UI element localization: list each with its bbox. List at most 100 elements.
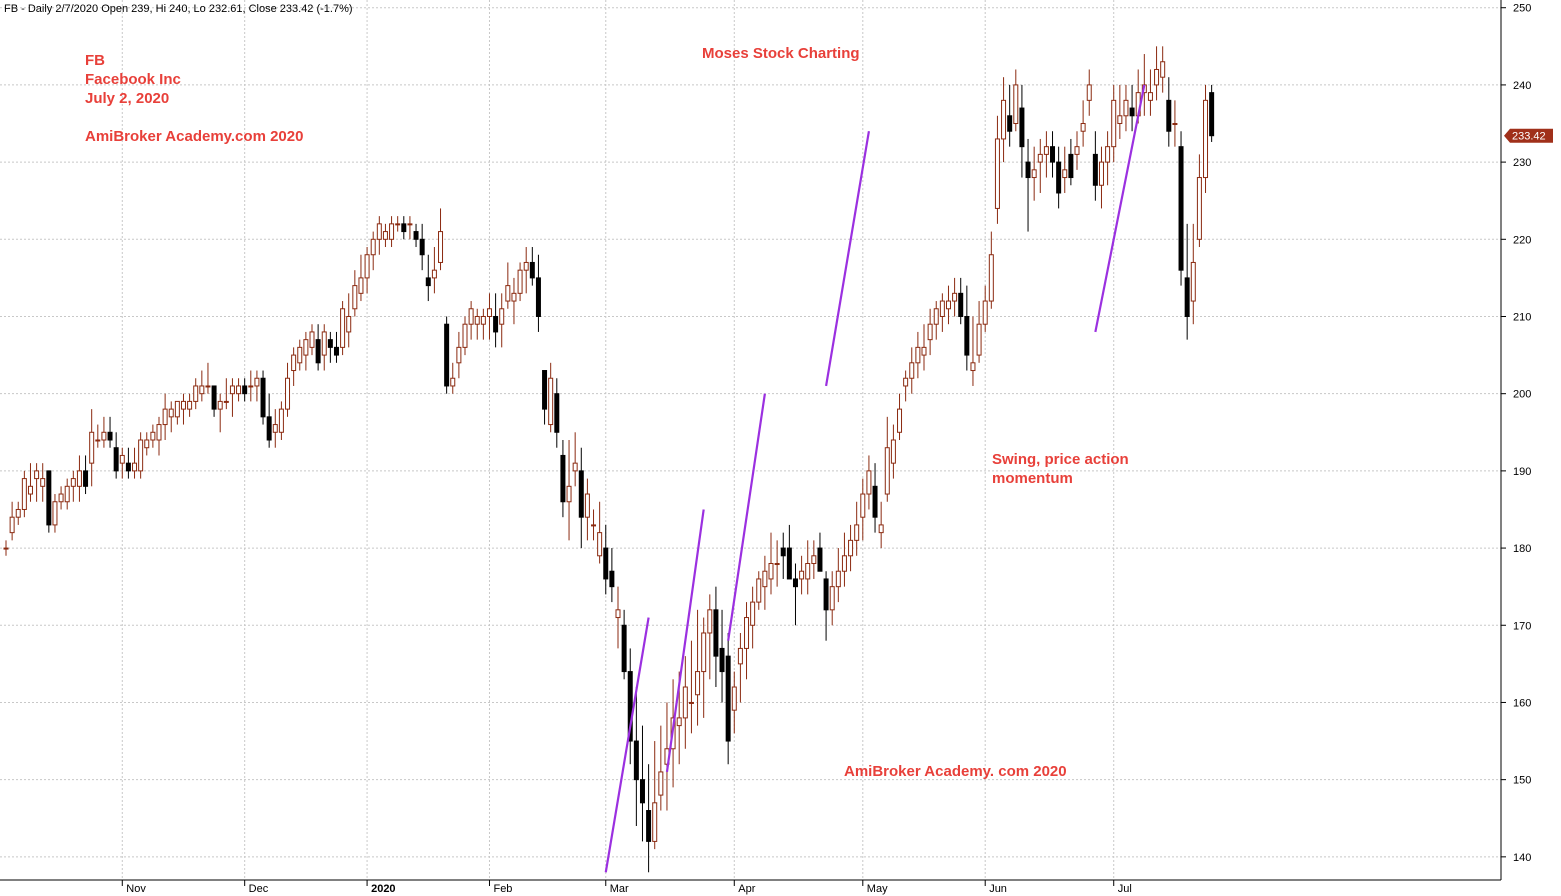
candle <box>40 463 46 502</box>
candle-body <box>878 524 884 534</box>
candle-body <box>364 254 370 279</box>
x-tick-label: May <box>867 883 888 895</box>
candle-body <box>76 470 82 487</box>
annotation-site-bottom: AmiBroker Academy. com 2020 <box>844 763 1067 780</box>
candle <box>499 293 505 348</box>
x-tick-label: Jul <box>1118 883 1132 895</box>
candle-body <box>884 447 890 495</box>
candle <box>193 378 199 410</box>
candle-body <box>413 231 419 240</box>
candle <box>327 331 333 363</box>
annotation-date: July 2, 2020 <box>85 90 169 107</box>
candle-body <box>168 408 174 418</box>
candle-body <box>333 346 339 356</box>
candle <box>150 424 156 448</box>
candle <box>903 370 909 402</box>
candle <box>34 463 40 502</box>
candle-body <box>431 269 437 279</box>
candle <box>389 216 395 248</box>
candle <box>597 501 603 564</box>
candle <box>1013 69 1019 132</box>
candle <box>462 316 468 356</box>
candle-body <box>517 269 523 294</box>
candle <box>811 540 817 579</box>
candle-body <box>89 431 95 464</box>
candle <box>780 532 786 579</box>
candle-body <box>750 601 756 626</box>
candle-body <box>958 292 964 317</box>
candle-body <box>358 277 364 294</box>
candle <box>1074 131 1080 170</box>
candle-body <box>1098 161 1104 186</box>
candle <box>236 378 242 402</box>
candle <box>1050 131 1056 178</box>
candle <box>401 216 407 240</box>
candle-body <box>701 632 707 673</box>
candle <box>970 316 976 386</box>
candle <box>119 447 125 479</box>
candle <box>750 586 756 649</box>
candle <box>1086 69 1092 116</box>
candle <box>1160 46 1166 93</box>
candle-body <box>1050 146 1056 163</box>
candle <box>156 416 162 456</box>
candle <box>438 208 444 271</box>
candle <box>229 378 235 417</box>
candle <box>945 285 951 325</box>
candle-body <box>52 501 58 526</box>
candle <box>58 486 64 510</box>
candle-body <box>248 385 254 388</box>
candle-body <box>658 771 664 796</box>
candle-body <box>854 524 860 541</box>
candle-body <box>193 385 199 402</box>
candle-body <box>187 400 193 410</box>
candle <box>486 293 492 340</box>
candle-body <box>27 485 33 495</box>
candle-body <box>1001 99 1007 140</box>
candle-body <box>542 370 548 410</box>
candle-body <box>401 223 407 233</box>
candle-body <box>591 524 597 527</box>
candle-body <box>242 385 248 395</box>
candle-body <box>425 277 431 287</box>
candle-body <box>1062 169 1068 179</box>
candle <box>278 401 284 440</box>
candle-body <box>174 400 180 418</box>
candle-body <box>945 300 951 310</box>
candle <box>572 432 578 487</box>
candle-body <box>848 539 854 557</box>
candle-body <box>205 385 211 388</box>
candle <box>76 455 82 502</box>
candle-body <box>554 393 560 433</box>
candle <box>878 501 884 549</box>
candle <box>1007 84 1013 147</box>
x-tick-label: Jun <box>989 883 1007 895</box>
candle-body <box>903 377 909 387</box>
candle <box>211 385 217 417</box>
candle <box>799 555 805 595</box>
candle-body <box>64 485 70 503</box>
candle <box>333 331 339 363</box>
trendlines <box>604 84 1146 873</box>
y-tick-label: 240 <box>1513 80 1531 92</box>
candle <box>890 424 896 479</box>
last-price-badge <box>1504 128 1553 143</box>
candle <box>725 632 731 765</box>
candle-body <box>395 223 401 226</box>
candle-body <box>737 647 743 665</box>
candle-body <box>493 315 499 333</box>
candle-body <box>229 385 235 395</box>
candle-body <box>456 346 462 364</box>
candle-body <box>407 223 413 226</box>
candle-body <box>254 377 260 387</box>
candle-body <box>346 315 352 333</box>
trendline <box>665 509 705 773</box>
y-tick-label: 150 <box>1513 775 1531 787</box>
candle-body <box>1037 153 1043 163</box>
candle <box>682 656 688 749</box>
candle <box>707 594 713 680</box>
candle <box>884 416 890 502</box>
candle <box>1196 154 1202 248</box>
candle-body <box>713 609 719 657</box>
